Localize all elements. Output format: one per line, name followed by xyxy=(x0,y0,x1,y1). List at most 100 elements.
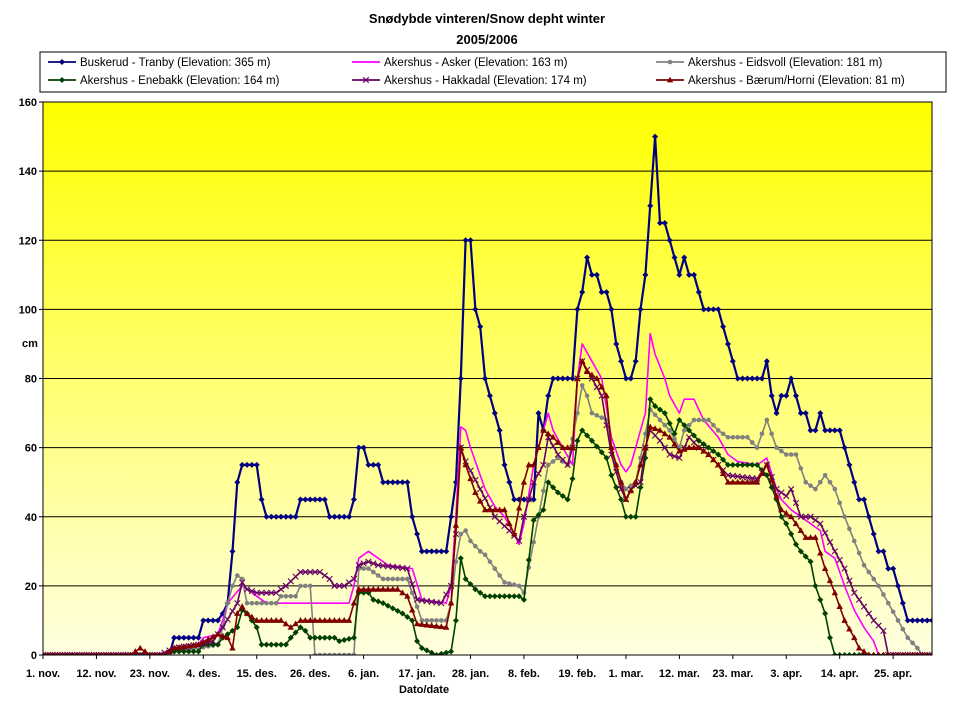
data-point xyxy=(331,617,338,623)
data-point xyxy=(481,506,489,513)
data-point xyxy=(345,579,353,586)
data-point xyxy=(326,575,333,583)
data-point xyxy=(904,617,911,624)
data-point xyxy=(214,641,221,648)
data-point xyxy=(656,437,664,444)
data-point xyxy=(865,610,873,617)
data-point xyxy=(288,593,294,599)
data-point xyxy=(575,410,580,416)
legend-item: Akershus - Hakkadal (Elevation: 174 m) xyxy=(352,75,587,87)
data-point xyxy=(700,447,707,454)
data-point xyxy=(190,648,197,655)
data-point xyxy=(685,434,693,441)
data-point xyxy=(584,254,591,261)
data-point xyxy=(924,617,931,624)
data-point xyxy=(264,600,269,606)
data-point xyxy=(821,529,829,537)
data-point xyxy=(78,651,86,655)
data-point xyxy=(535,470,542,477)
data-point xyxy=(608,472,615,479)
data-point xyxy=(102,651,110,655)
data-point xyxy=(588,271,595,278)
data-point xyxy=(185,634,192,641)
data-point xyxy=(413,620,421,627)
data-point xyxy=(661,219,668,226)
data-point xyxy=(715,451,722,458)
data-point xyxy=(904,651,911,655)
data-point xyxy=(724,340,731,347)
data-point xyxy=(909,651,916,655)
data-point xyxy=(321,617,328,623)
data-point xyxy=(696,417,702,423)
data-point xyxy=(779,448,784,454)
data-point xyxy=(492,566,498,571)
data-point xyxy=(370,560,377,567)
data-point xyxy=(341,652,347,655)
data-point xyxy=(419,618,425,623)
data-point xyxy=(613,340,620,347)
data-point xyxy=(375,598,382,605)
data-point xyxy=(584,432,591,439)
x-tick-label: 19. feb. xyxy=(558,668,596,680)
data-point xyxy=(700,441,707,448)
data-point xyxy=(180,643,188,650)
data-point xyxy=(214,630,222,637)
data-point xyxy=(462,575,469,582)
data-point xyxy=(370,585,377,592)
data-point xyxy=(886,651,891,655)
data-point xyxy=(783,509,790,516)
data-point xyxy=(55,651,60,655)
data-point xyxy=(370,596,377,603)
data-point xyxy=(332,652,337,655)
data-point xyxy=(482,552,488,558)
data-point xyxy=(802,410,809,417)
data-point xyxy=(720,456,727,463)
data-point xyxy=(579,357,586,364)
data-point xyxy=(297,617,304,623)
chart-subtitle: 2005/2006 xyxy=(456,32,517,47)
data-point xyxy=(472,306,479,313)
data-point xyxy=(467,237,474,244)
data-point xyxy=(783,520,790,527)
data-point xyxy=(73,651,81,655)
data-point xyxy=(554,489,561,496)
data-point xyxy=(239,576,245,582)
data-point xyxy=(482,593,489,600)
data-point xyxy=(763,358,770,365)
data-point xyxy=(788,375,795,382)
x-axis-label: Dato/date xyxy=(399,684,449,696)
data-point xyxy=(885,651,892,655)
data-point xyxy=(813,486,818,492)
data-point xyxy=(253,624,260,631)
data-point xyxy=(603,392,610,399)
data-point xyxy=(316,496,323,503)
data-point xyxy=(307,496,314,503)
x-tick-label: 23. nov. xyxy=(130,668,170,680)
data-point xyxy=(395,576,400,582)
x-tick-label: 28. jan. xyxy=(452,668,489,680)
data-point xyxy=(506,593,513,600)
data-point xyxy=(681,422,688,429)
data-point xyxy=(599,415,604,420)
data-point xyxy=(394,585,401,592)
data-point xyxy=(753,478,761,485)
data-point xyxy=(277,617,285,623)
data-point xyxy=(842,514,847,520)
data-point xyxy=(345,617,353,623)
data-point xyxy=(200,617,207,624)
data-point xyxy=(423,647,430,654)
data-point xyxy=(569,375,576,382)
data-point xyxy=(550,459,556,464)
data-point xyxy=(253,461,260,468)
data-point xyxy=(60,651,65,655)
data-point xyxy=(322,652,328,655)
data-point xyxy=(705,306,712,313)
data-point xyxy=(190,641,197,648)
data-point xyxy=(292,573,299,580)
data-point xyxy=(467,475,474,482)
data-point xyxy=(651,432,659,439)
data-point xyxy=(282,620,290,627)
data-point xyxy=(729,358,736,365)
data-point xyxy=(380,479,387,486)
